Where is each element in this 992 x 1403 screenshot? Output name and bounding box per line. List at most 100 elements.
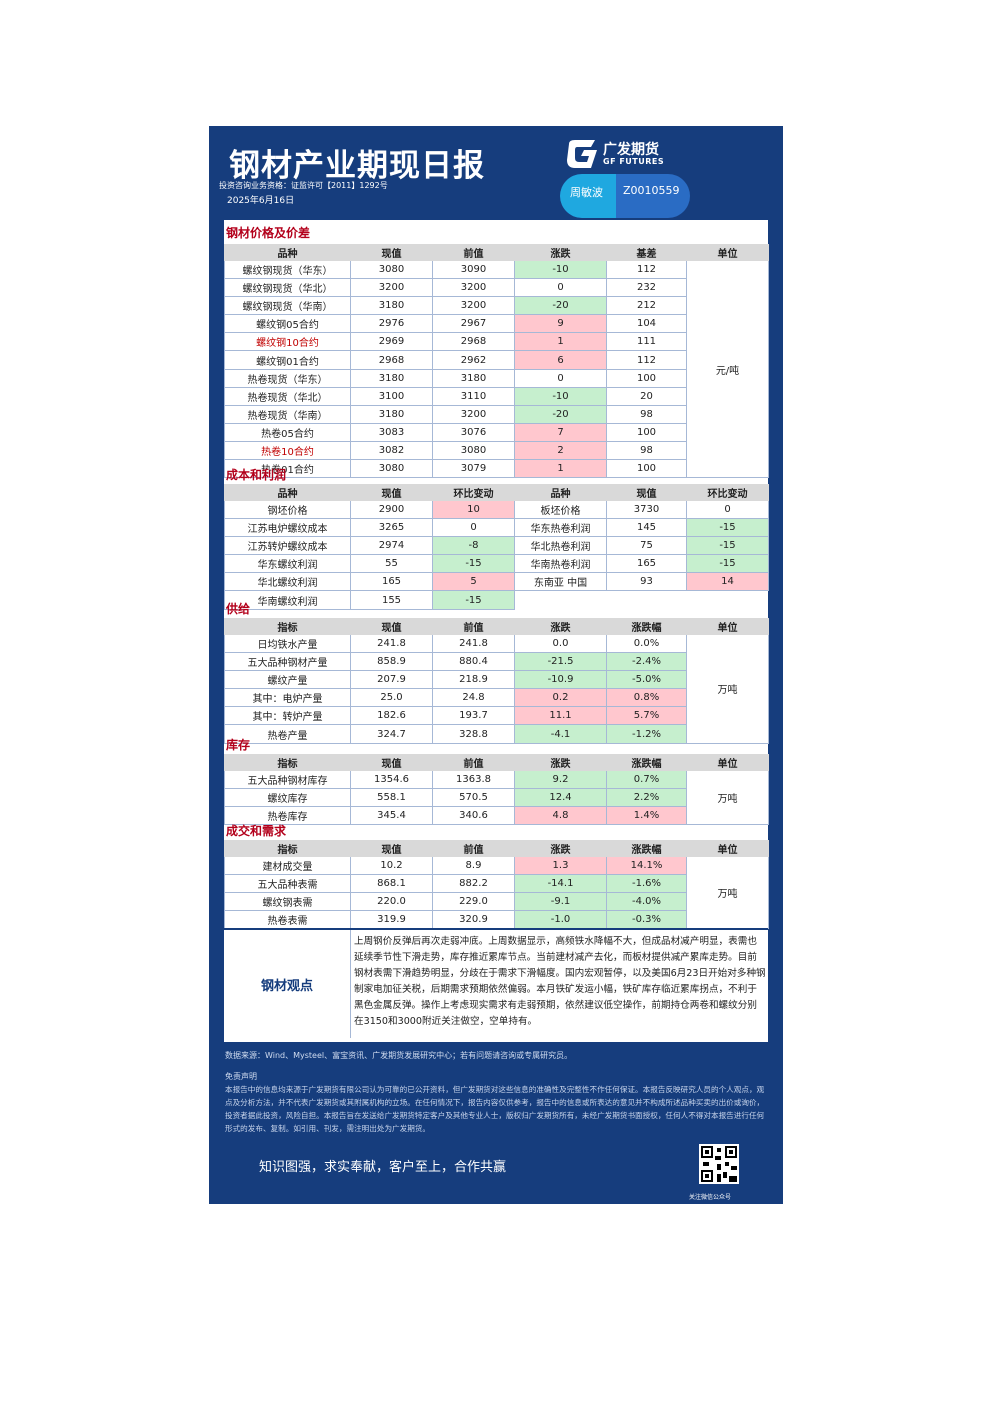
current-value: 155 (350, 590, 433, 610)
change-value: 0.2 (514, 688, 607, 708)
column-header: 单位 (686, 618, 769, 635)
item-name: 热卷表需 (224, 910, 351, 930)
item-name: 螺纹钢现货（华东） (224, 259, 351, 280)
column-header: 现值 (350, 754, 433, 771)
change-value: 14 (686, 572, 769, 592)
current-value: 55 (350, 554, 433, 574)
basis-value: 104 (606, 314, 687, 334)
empty-cell (515, 591, 607, 609)
basis-value: 20 (606, 386, 687, 406)
previous-value: 3080 (432, 440, 515, 461)
current-value: 75 (606, 536, 687, 556)
current-value: 3082 (350, 440, 433, 461)
empty-cell (607, 591, 687, 609)
item-name: 螺纹钢现货（华北） (224, 278, 351, 298)
table-row: 热卷库存 345.4 340.6 4.8 1.4% (224, 806, 769, 826)
current-value: 3100 (350, 386, 433, 406)
column-header: 指标 (224, 840, 351, 857)
previous-value: 328.8 (432, 724, 515, 744)
change-percent: -5.0% (606, 670, 687, 690)
section-supply-title: 供给 (226, 602, 251, 616)
table-header-row: 指标 现值 前值 涨跌 涨跌幅 单位 (224, 754, 769, 771)
change-value: 0.0 (514, 633, 607, 654)
current-value: 145 (606, 518, 687, 538)
change-percent: -4.0% (606, 892, 687, 912)
item-name: 螺纹产量 (224, 670, 351, 690)
item-name: 五大品种钢材库存 (224, 769, 351, 790)
previous-value: 880.4 (432, 652, 515, 672)
previous-value: 3200 (432, 296, 515, 316)
change-value: 1.3 (514, 855, 607, 876)
current-value: 3180 (350, 296, 433, 316)
column-header: 涨跌幅 (606, 754, 687, 771)
table-row: 热卷产量 324.7 328.8 -4.1 -1.2% (224, 724, 769, 744)
data-source: 数据来源：Wind、Mysteel、富宝资讯、广发期货发展研究中心；若有问题请咨… (225, 1051, 573, 1060)
column-header: 品种 (224, 484, 351, 501)
current-value: 558.1 (350, 788, 433, 808)
item-name: 热卷现货（华南） (224, 404, 351, 424)
change-percent: -1.2% (606, 724, 687, 744)
previous-value: 320.9 (432, 910, 515, 930)
inventory-table: 指标 现值 前值 涨跌 涨跌幅 单位 五大品种钢材库存 1354.6 1363.8 9.2 0.7%… (224, 754, 769, 826)
column-header: 单位 (686, 244, 769, 261)
table-row: 螺纹钢现货（华南） 3180 3200 -20 212 (224, 296, 769, 316)
previous-value: 3090 (432, 259, 515, 280)
current-value: 182.6 (350, 706, 433, 726)
basis-value: 98 (606, 404, 687, 424)
change-value: 1 (514, 332, 607, 352)
change-value: 7 (514, 422, 607, 442)
empty-cell (687, 591, 769, 609)
demand-table: 指标 现值 前值 涨跌 涨跌幅 单位 建材成交量 10.2 8.9 1.3 14.1% 万吨 五大品种表… (224, 840, 769, 930)
column-header: 现值 (350, 840, 433, 857)
table-row: 华南螺纹利润 155 -15 (224, 590, 769, 610)
column-header: 涨跌 (514, 840, 607, 857)
table-row: 螺纹钢10合约 2969 2968 1 111 (224, 332, 769, 352)
previous-value: 2967 (432, 314, 515, 334)
gf-logo-icon (567, 140, 597, 168)
table-row: 螺纹产量 207.9 218.9 -10.9 -5.0% (224, 670, 769, 690)
previous-value: 2962 (432, 350, 515, 370)
item-name: 五大品种表需 (224, 874, 351, 894)
current-value: 241.8 (350, 633, 433, 654)
current-value: 3730 (606, 499, 687, 520)
column-header: 前值 (432, 840, 515, 857)
basis-value: 111 (606, 332, 687, 352)
basis-value: 232 (606, 278, 687, 298)
disclaimer-text: 本报告中的信息均来源于广发期货有限公司认为可靠的已公开资料，但广发期货对这些信息… (225, 1085, 765, 1133)
column-header: 涨跌 (514, 618, 607, 635)
basis-value: 100 (606, 459, 687, 479)
previous-value: 193.7 (432, 706, 515, 726)
report-date: 2025年6月16日 (227, 196, 295, 206)
change-value: -10 (514, 259, 607, 280)
column-header: 现值 (350, 484, 433, 501)
change-value: -15 (686, 536, 769, 556)
table-row: 螺纹钢01合约 2968 2962 6 112 (224, 350, 769, 370)
current-value: 165 (350, 572, 433, 592)
change-value: -10.9 (514, 670, 607, 690)
table-row: 热卷现货（华北） 3100 3110 -10 20 (224, 386, 769, 406)
current-value: 10.2 (350, 855, 433, 876)
item-name: 华南螺纹利润 (224, 590, 351, 610)
supply-table: 指标 现值 前值 涨跌 涨跌幅 单位 日均铁水产量 241.8 241.8 0.0 0.0% 万吨 五大… (224, 618, 769, 744)
section-demand-title: 成交和需求 (226, 824, 287, 838)
current-value: 319.9 (350, 910, 433, 930)
change-value: -15 (686, 554, 769, 574)
change-value: 5 (432, 572, 515, 592)
current-value: 3083 (350, 422, 433, 442)
change-percent: 0.0% (606, 633, 687, 654)
slogan: 知识图强，求实奉献，客户至上，合作共赢 (259, 1160, 507, 1175)
table-header-row: 指标 现值 前值 涨跌 涨跌幅 单位 (224, 840, 769, 857)
change-value: 10 (432, 499, 515, 520)
logo-en: GF FUTURES (603, 157, 665, 166)
current-value: 220.0 (350, 892, 433, 912)
change-percent: -0.3% (606, 910, 687, 930)
item-name: 热卷05合约 (224, 422, 351, 442)
previous-value: 882.2 (432, 874, 515, 894)
table-row: 日均铁水产量 241.8 241.8 0.0 0.0% 万吨 (224, 633, 769, 744)
item-name: 华北热卷利润 (514, 536, 607, 556)
current-value: 2900 (350, 499, 433, 520)
item-name: 热卷现货（华北） (224, 386, 351, 406)
table-row: 螺纹钢表需 220.0 229.0 -9.1 -4.0% (224, 892, 769, 912)
item-name: 东南亚 中国 (514, 572, 607, 592)
table-row: 其中：电炉产量 25.0 24.8 0.2 0.8% (224, 688, 769, 708)
